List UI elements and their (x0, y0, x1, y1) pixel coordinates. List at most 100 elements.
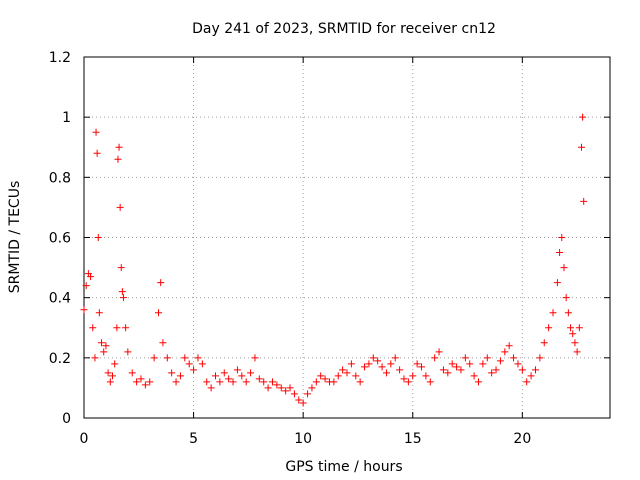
data-point (128, 369, 136, 377)
data-point (387, 360, 395, 368)
data-point (255, 375, 263, 383)
data-point (356, 378, 364, 386)
data-point (282, 387, 290, 395)
data-point (466, 360, 474, 368)
data-point (264, 384, 272, 392)
data-point (470, 372, 478, 380)
data-point (225, 375, 233, 383)
data-point (116, 203, 124, 211)
data-point (483, 354, 491, 362)
data-point (247, 369, 255, 377)
data-point (268, 378, 276, 386)
data-point (172, 378, 180, 386)
data-point (488, 369, 496, 377)
data-point (343, 369, 351, 377)
data-point (475, 378, 482, 386)
y-tick-label: 1 (62, 110, 71, 126)
data-point (220, 369, 228, 377)
data-point (578, 143, 586, 151)
data-point (573, 348, 581, 356)
grid-lines (84, 57, 610, 418)
data-point (317, 372, 325, 380)
data-point (347, 360, 355, 368)
data-point (94, 234, 102, 241)
data-point (536, 354, 544, 362)
data-point (89, 324, 97, 332)
x-axis-label: GPS time / hours (285, 459, 402, 475)
data-point (330, 378, 338, 386)
data-point (579, 113, 587, 121)
data-point (545, 324, 553, 332)
data-point (479, 360, 487, 368)
data-point (567, 324, 575, 332)
y-tick-label: 0 (62, 411, 71, 427)
data-point (505, 342, 513, 350)
data-point (304, 390, 312, 398)
data-point (426, 378, 434, 386)
data-point (229, 378, 237, 386)
data-point (556, 249, 564, 257)
data-point (439, 366, 447, 374)
data-point (212, 372, 219, 380)
y-axis-label: SRMTID / TECUs (7, 181, 23, 294)
data-point (238, 372, 246, 380)
data-point (531, 366, 539, 374)
data-point (115, 143, 123, 151)
data-point (87, 273, 95, 281)
y-tick-labels: 0 0.2 0.4 0.6 0.8 1 1.2 (49, 50, 71, 427)
chart-title: Day 241 of 2023, SRMTID for receiver cn1… (192, 21, 496, 37)
data-point (321, 375, 329, 383)
data-point (378, 363, 386, 371)
data-point (553, 279, 561, 287)
data-point (133, 378, 141, 386)
data-point (163, 354, 171, 362)
data-point (334, 372, 342, 380)
data-point (106, 378, 114, 386)
x-tick-label: 20 (513, 431, 531, 447)
data-point (168, 369, 176, 377)
data-point (299, 399, 307, 407)
data-point (207, 384, 215, 392)
data-point (194, 354, 202, 362)
data-point (295, 396, 303, 404)
data-point (92, 128, 100, 136)
data-point (117, 264, 125, 272)
y-tick-label: 0.8 (49, 170, 71, 186)
axis-ticks (83, 56, 610, 419)
y-tick-label: 0.6 (49, 231, 71, 247)
data-point (369, 354, 377, 362)
data-point (137, 375, 145, 383)
data-point (100, 348, 108, 356)
data-point (308, 384, 316, 392)
x-tick-label: 10 (294, 431, 312, 447)
data-point (418, 363, 426, 371)
x-tick-label: 5 (189, 431, 198, 447)
data-point (157, 279, 165, 287)
data-point (448, 360, 456, 368)
data-point (273, 381, 281, 389)
data-point (91, 354, 99, 362)
data-point (119, 294, 127, 302)
data-point (251, 354, 259, 362)
data-point (510, 354, 518, 362)
data-point (518, 366, 526, 374)
data-point (523, 378, 531, 386)
y-tick-label: 0.2 (49, 351, 71, 367)
data-point (540, 339, 548, 347)
data-point (457, 366, 465, 374)
data-point (150, 354, 158, 362)
data-point (108, 372, 116, 380)
y-tick-label: 0.4 (49, 291, 71, 307)
data-point (514, 360, 522, 368)
x-tick-label: 0 (80, 431, 89, 447)
data-point (396, 366, 404, 374)
data-point (352, 372, 360, 380)
data-point (431, 354, 439, 362)
data-point (527, 372, 535, 380)
data-point (560, 264, 568, 272)
data-point (181, 354, 189, 362)
x-tick-labels: 0 5 10 15 20 (80, 431, 532, 447)
data-point (185, 360, 193, 368)
data-point (461, 354, 469, 362)
